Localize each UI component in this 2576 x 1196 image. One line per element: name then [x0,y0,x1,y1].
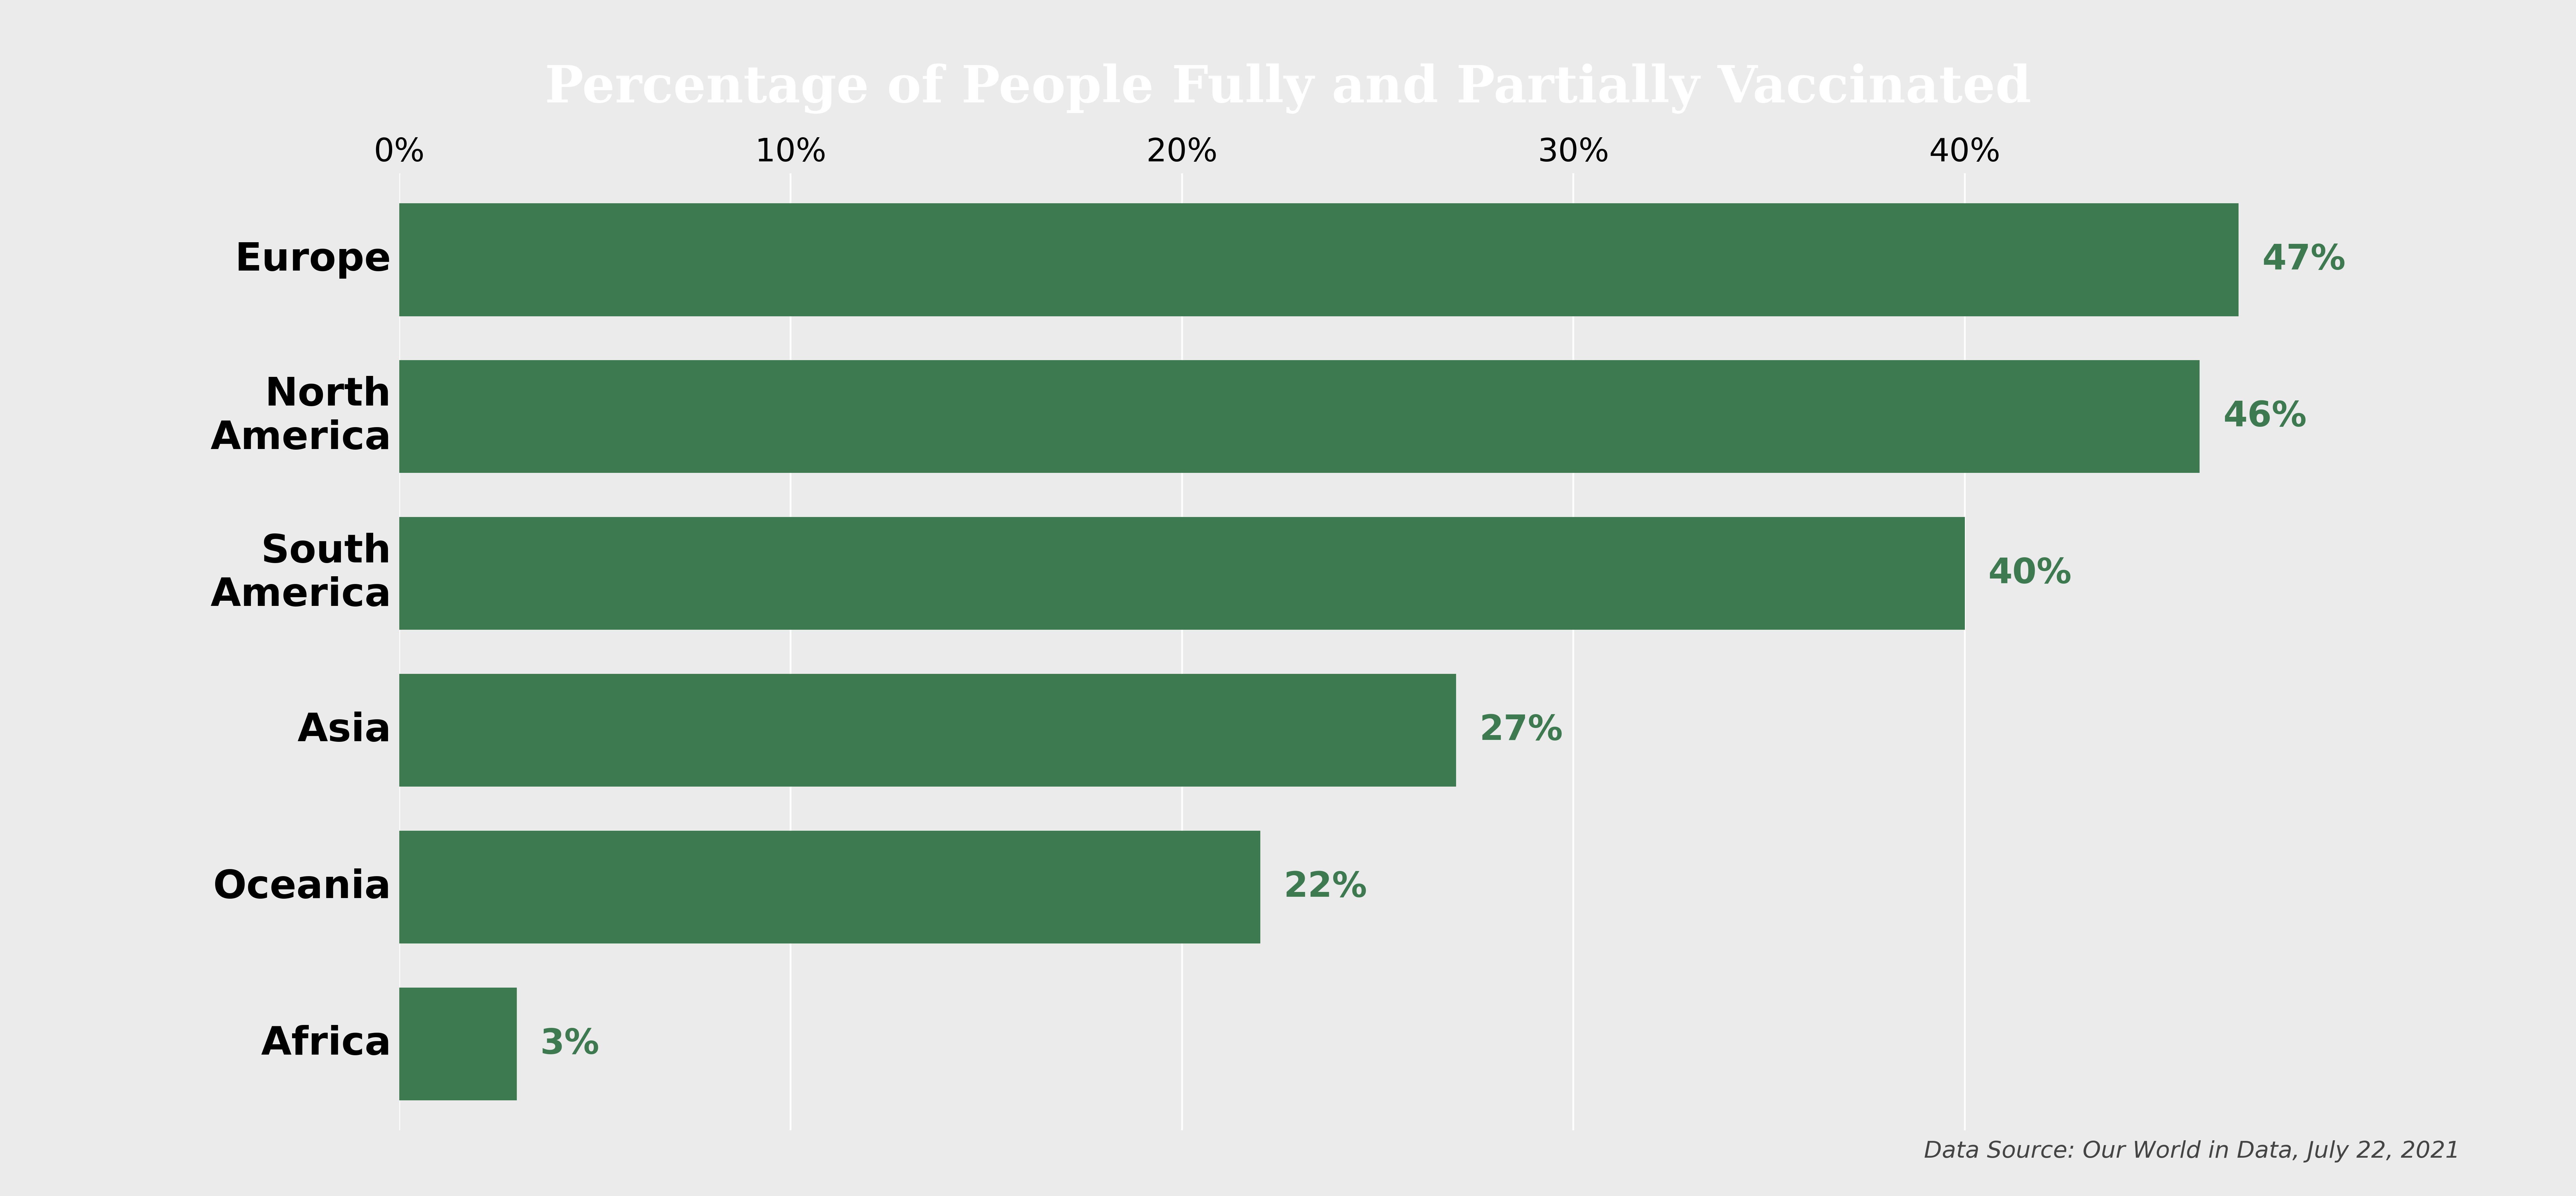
Bar [399,203,2239,316]
Text: 27%: 27% [1479,713,1564,748]
Text: 47%: 47% [2262,243,2347,276]
Text: 3%: 3% [541,1027,600,1061]
Text: 22%: 22% [1283,869,1368,904]
Text: Data Source: Our World in Data, July 22, 2021: Data Source: Our World in Data, July 22,… [1924,1140,2460,1163]
Bar [399,831,1260,944]
Text: 46%: 46% [2223,399,2306,434]
Bar [399,673,1455,787]
Text: 40%: 40% [1989,556,2071,591]
Bar [399,988,518,1100]
Bar [399,517,1965,630]
Text: Percentage of People Fully and Partially Vaccinated: Percentage of People Fully and Partially… [544,63,2032,114]
Bar [399,360,2200,472]
